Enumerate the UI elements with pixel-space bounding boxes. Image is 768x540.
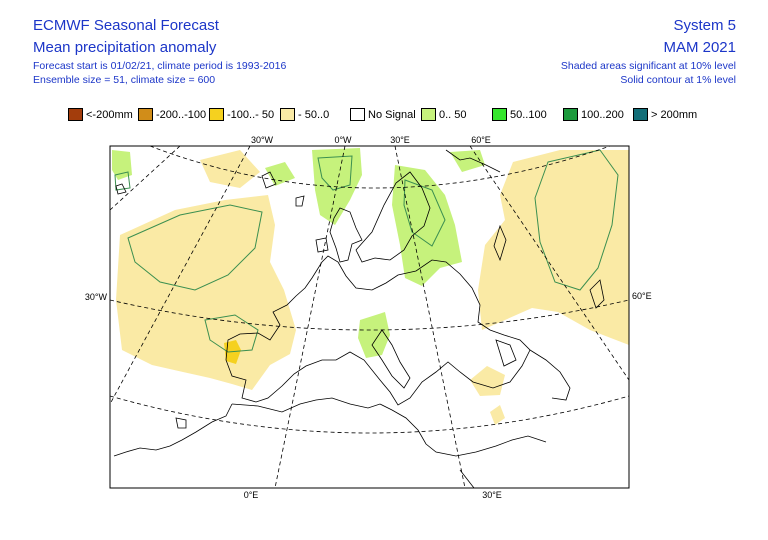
- graticule: [110, 146, 629, 488]
- chart-title: ECMWF Seasonal Forecast: [33, 17, 219, 34]
- forecast-info: Forecast start is 01/02/21, climate peri…: [33, 60, 287, 72]
- season-label: MAM 2021: [663, 39, 736, 56]
- legend-swatch: [563, 108, 578, 121]
- legend-label: - 50..0: [298, 109, 330, 121]
- chart-subtitle: Mean precipitation anomaly: [33, 39, 217, 56]
- top-axis-label: 30°W: [251, 135, 274, 145]
- left-axis-label: 30°W: [85, 292, 108, 302]
- top-axis-label: 60°E: [471, 135, 491, 145]
- system-label: System 5: [673, 17, 736, 34]
- anomaly-dry-areas: [116, 150, 629, 425]
- map-frame: [109, 145, 630, 489]
- legend-swatch: [492, 108, 507, 121]
- coastlines: [113, 149, 605, 488]
- legend-swatch: [633, 108, 648, 121]
- legend-label: 0.. 50: [439, 109, 467, 121]
- contour-note: Solid contour at 1% level: [620, 74, 736, 86]
- shading-note: Shaded areas significant at 10% level: [560, 60, 736, 72]
- bottom-axis-label: 30°E: [482, 490, 502, 500]
- anomaly-wet-areas: [112, 148, 485, 358]
- legend-swatch: [280, 108, 295, 121]
- legend-label: No Signal: [368, 109, 416, 121]
- legend-swatch: [209, 108, 224, 121]
- legend-label: -100..- 50: [227, 109, 275, 121]
- top-axis-label: 30°E: [390, 135, 410, 145]
- legend-label: 100..200: [581, 109, 624, 121]
- legend-label: -200..-100: [156, 109, 207, 121]
- bottom-axis-label: 0°E: [244, 490, 259, 500]
- legend-swatch: [68, 108, 83, 121]
- legend-swatch: [421, 108, 436, 121]
- right-axis-label: 60°E: [632, 291, 652, 301]
- legend-label: > 200mm: [651, 109, 698, 121]
- legend-swatch: [138, 108, 153, 121]
- ensemble-info: Ensemble size = 51, climate size = 600: [33, 74, 216, 86]
- top-axis-label: 0°W: [334, 135, 352, 145]
- legend-label: 50..100: [510, 109, 547, 121]
- legend-swatch: [350, 108, 365, 121]
- legend-label: <-200mm: [86, 109, 133, 121]
